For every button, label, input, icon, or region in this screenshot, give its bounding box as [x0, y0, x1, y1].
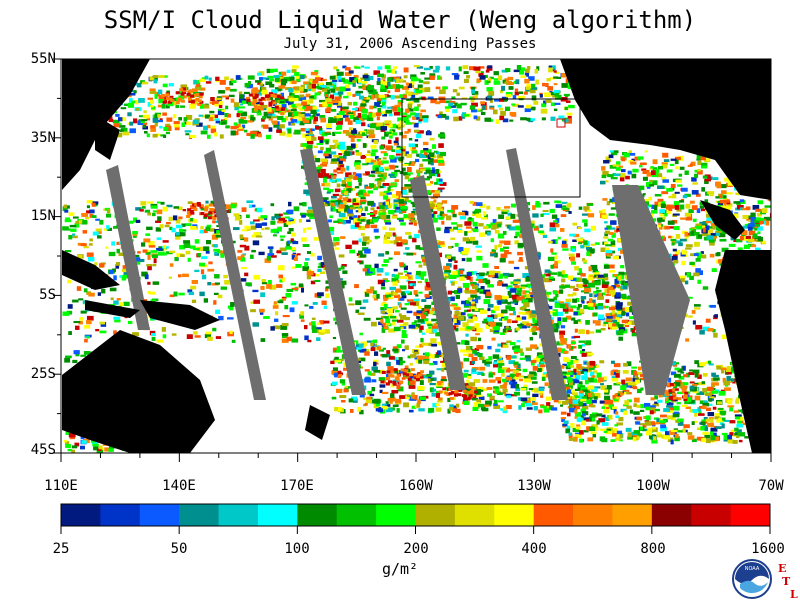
colorbar-label-100: 100	[267, 541, 327, 557]
lon-label-170e: 170E	[257, 478, 337, 494]
lat-label-35n: 35N	[2, 130, 56, 146]
colorbar-swatch	[652, 504, 692, 526]
colorbar-swatch	[258, 504, 298, 526]
colorbar-swatch	[573, 504, 613, 526]
colorbar-label-50: 50	[149, 541, 209, 557]
colorbar-swatch	[691, 504, 731, 526]
colorbar-label-200: 200	[386, 541, 446, 557]
lat-label-15n: 15N	[2, 208, 56, 224]
lon-label-100w: 100W	[613, 478, 693, 494]
noaa-logo: NOAA E T L	[730, 558, 800, 600]
lon-label-140e: 140E	[139, 478, 219, 494]
lon-label-70w: 70W	[731, 478, 800, 494]
colorbar-swatch	[612, 504, 652, 526]
colorbar-label-25: 25	[31, 541, 91, 557]
lat-label-45s: 45S	[2, 442, 56, 458]
colorbar	[61, 504, 771, 534]
colorbar-swatch	[337, 504, 377, 526]
lon-label-110e: 110E	[21, 478, 101, 494]
etl-letter-l: L	[790, 588, 798, 600]
colorbar-label-800: 800	[623, 541, 683, 557]
lat-label-55n: 55N	[2, 51, 56, 67]
colorbar-label-1600: 1600	[738, 541, 798, 557]
colorbar-swatch	[731, 504, 771, 526]
colorbar-swatch	[179, 504, 219, 526]
lon-label-160w: 160W	[376, 478, 456, 494]
colorbar-swatch	[297, 504, 337, 526]
etl-letter-e: E	[778, 562, 786, 575]
colorbar-swatch	[534, 504, 574, 526]
colorbar-swatch	[100, 504, 140, 526]
lat-label-25s: 25S	[2, 366, 56, 382]
noaa-logo-text: NOAA	[745, 566, 760, 572]
colorbar-label-400: 400	[504, 541, 564, 557]
colorbar-swatch	[494, 504, 534, 526]
etl-letter-t: T	[782, 575, 791, 588]
lon-label-130w: 130W	[494, 478, 574, 494]
colorbar-swatch	[61, 504, 101, 526]
colorbar-unit: g/m²	[370, 560, 430, 578]
colorbar-swatch	[140, 504, 180, 526]
colorbar-swatch	[455, 504, 495, 526]
colorbar-swatch	[376, 504, 416, 526]
colorbar-swatch	[219, 504, 259, 526]
lat-label-5s: 5S	[2, 287, 56, 303]
colorbar-swatch	[416, 504, 456, 526]
